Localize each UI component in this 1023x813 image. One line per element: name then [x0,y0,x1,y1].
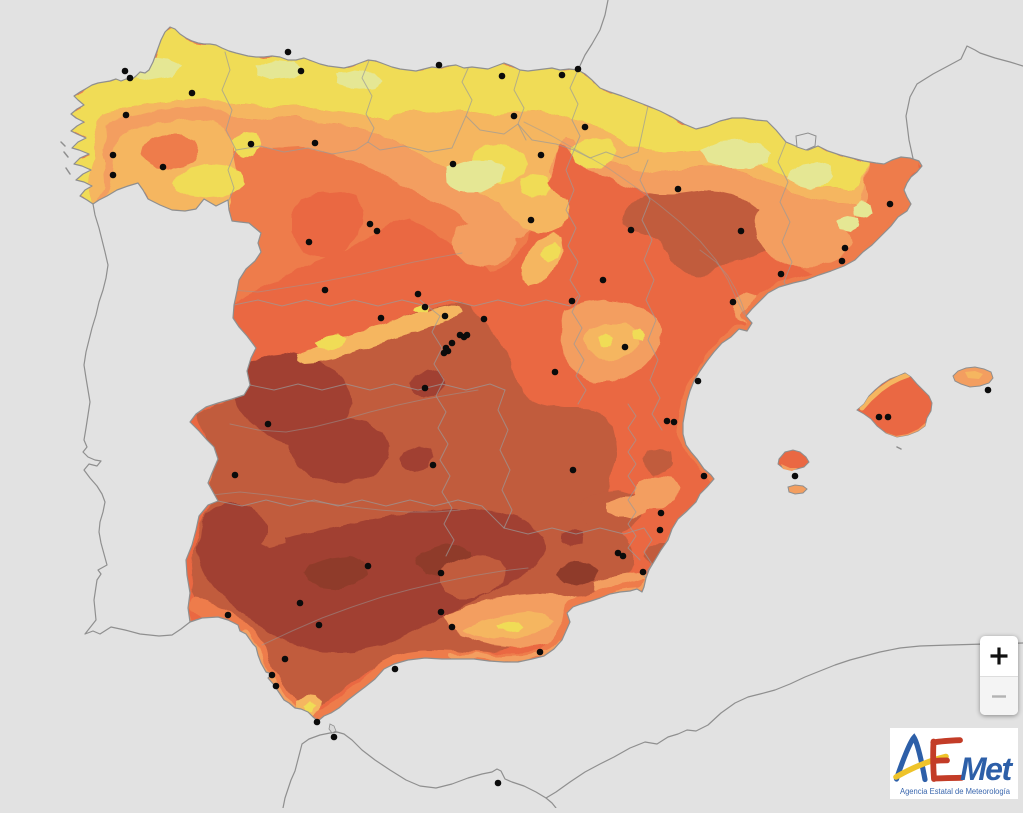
svg-text:Agencia Estatal de Meteorologí: Agencia Estatal de Meteorología [900,787,1011,796]
svg-text:Met: Met [960,751,1013,787]
